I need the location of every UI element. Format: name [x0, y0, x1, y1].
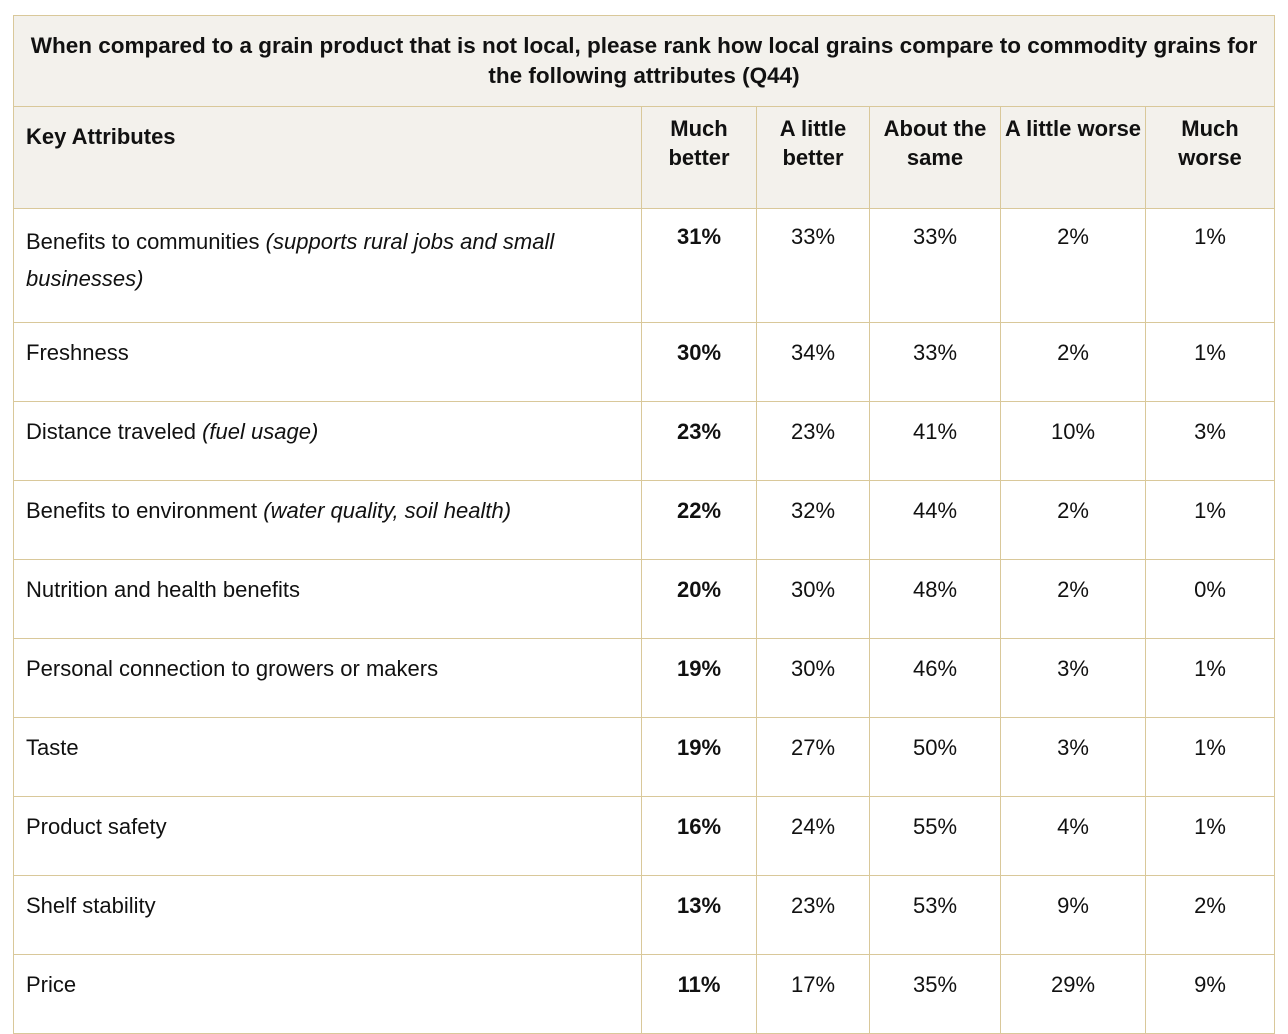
cell-about-the-same: 53% — [869, 875, 1001, 955]
cell-about-the-same: 50% — [869, 717, 1001, 797]
cell-about-the-same: 35% — [869, 954, 1001, 1034]
row-label: Personal connection to growers or makers — [13, 638, 642, 718]
cell-a-little-worse: 9% — [1000, 875, 1146, 955]
table-row: Product safety 16% 24% 55% 4% 1% — [13, 796, 1276, 876]
cell-a-little-worse: 2% — [1000, 559, 1146, 639]
row-label: Freshness — [13, 322, 642, 402]
title-row: When compared to a grain product that is… — [12, 15, 1276, 107]
cell-about-the-same: 33% — [869, 208, 1001, 323]
cell-much-worse: 1% — [1144, 638, 1276, 718]
header-much-worse: Much worse — [1144, 106, 1276, 209]
table-body: Benefits to communities (supports rural … — [13, 208, 1276, 1034]
attribute-name: Freshness — [26, 340, 129, 365]
table-row: Personal connection to growers or makers… — [13, 638, 1276, 718]
cell-a-little-better: 30% — [756, 559, 870, 639]
header-a-little-better: A little better — [756, 106, 870, 209]
cell-much-better: 19% — [641, 717, 757, 797]
row-label: Benefits to communities (supports rural … — [13, 208, 642, 323]
attribute-name: Personal connection to growers or makers — [26, 656, 439, 681]
table-row: Distance traveled (fuel usage) 23% 23% 4… — [13, 401, 1276, 481]
cell-much-worse: 1% — [1144, 208, 1276, 323]
table-row: Taste 19% 27% 50% 3% 1% — [13, 717, 1276, 797]
table-row: Nutrition and health benefits 20% 30% 48… — [13, 559, 1276, 639]
cell-about-the-same: 41% — [869, 401, 1001, 481]
row-label: Shelf stability — [13, 875, 642, 955]
attribute-name: Benefits to communities — [26, 229, 260, 254]
row-label: Taste — [13, 717, 642, 797]
attribute-name: Distance traveled — [26, 419, 196, 444]
cell-much-worse: 1% — [1144, 717, 1276, 797]
cell-much-worse: 9% — [1144, 954, 1276, 1034]
attribute-note: (supports rural jobs and small businesse… — [26, 229, 555, 292]
cell-much-worse: 0% — [1144, 559, 1276, 639]
cell-much-better: 20% — [641, 559, 757, 639]
row-label: Nutrition and health benefits — [13, 559, 642, 639]
cell-much-worse: 1% — [1144, 322, 1276, 402]
cell-about-the-same: 48% — [869, 559, 1001, 639]
cell-a-little-worse: 2% — [1000, 480, 1146, 560]
row-label: Distance traveled (fuel usage) — [13, 401, 642, 481]
row-label: Price — [13, 954, 642, 1034]
row-label: Benefits to environment (water quality, … — [13, 480, 642, 560]
attribute-name: Shelf stability — [26, 893, 156, 918]
cell-a-little-better: 17% — [756, 954, 870, 1034]
cell-much-better: 19% — [641, 638, 757, 718]
attribute-name: Taste — [26, 735, 79, 760]
cell-much-worse: 3% — [1144, 401, 1276, 481]
row-label: Product safety — [13, 796, 642, 876]
cell-much-better: 31% — [641, 208, 757, 323]
header-row: Key Attributes Much better A little bett… — [13, 106, 1276, 209]
cell-a-little-better: 23% — [756, 875, 870, 955]
cell-about-the-same: 55% — [869, 796, 1001, 876]
header-a-little-worse: A little worse — [1000, 106, 1146, 209]
attribute-note: (fuel usage) — [202, 419, 319, 444]
table-title: When compared to a grain product that is… — [12, 15, 1276, 107]
cell-a-little-better: 33% — [756, 208, 870, 323]
cell-a-little-worse: 3% — [1000, 638, 1146, 718]
attribute-name: Nutrition and health benefits — [26, 577, 300, 602]
attribute-name: Product safety — [26, 814, 167, 839]
cell-a-little-better: 34% — [756, 322, 870, 402]
cell-about-the-same: 33% — [869, 322, 1001, 402]
attributes-table: When compared to a grain product that is… — [12, 15, 1276, 1034]
table-row: Benefits to environment (water quality, … — [13, 480, 1276, 560]
cell-about-the-same: 46% — [869, 638, 1001, 718]
cell-a-little-better: 24% — [756, 796, 870, 876]
cell-much-better: 11% — [641, 954, 757, 1034]
cell-much-worse: 1% — [1144, 796, 1276, 876]
cell-much-better: 30% — [641, 322, 757, 402]
attribute-name: Price — [26, 972, 77, 997]
cell-a-little-worse: 2% — [1000, 322, 1146, 402]
cell-much-better: 16% — [641, 796, 757, 876]
cell-a-little-better: 30% — [756, 638, 870, 718]
header-about-the-same: About the same — [869, 106, 1001, 209]
cell-a-little-better: 32% — [756, 480, 870, 560]
cell-much-better: 13% — [641, 875, 757, 955]
cell-a-little-worse: 29% — [1000, 954, 1146, 1034]
cell-much-better: 23% — [641, 401, 757, 481]
cell-a-little-better: 23% — [756, 401, 870, 481]
table-row: Shelf stability 13% 23% 53% 9% 2% — [13, 875, 1276, 955]
cell-much-better: 22% — [641, 480, 757, 560]
header-much-better: Much better — [641, 106, 757, 209]
table-row: Freshness 30% 34% 33% 2% 1% — [13, 322, 1276, 402]
cell-much-worse: 1% — [1144, 480, 1276, 560]
attribute-note: (water quality, soil health) — [263, 498, 512, 523]
cell-a-little-worse: 10% — [1000, 401, 1146, 481]
header-key-attributes: Key Attributes — [13, 106, 642, 209]
table-row: Price 11% 17% 35% 29% 9% — [13, 954, 1276, 1034]
table-row: Benefits to communities (supports rural … — [13, 208, 1276, 323]
cell-much-worse: 2% — [1144, 875, 1276, 955]
attribute-name: Benefits to environment — [26, 498, 258, 523]
cell-a-little-worse: 2% — [1000, 208, 1146, 323]
cell-about-the-same: 44% — [869, 480, 1001, 560]
cell-a-little-better: 27% — [756, 717, 870, 797]
cell-a-little-worse: 3% — [1000, 717, 1146, 797]
cell-a-little-worse: 4% — [1000, 796, 1146, 876]
